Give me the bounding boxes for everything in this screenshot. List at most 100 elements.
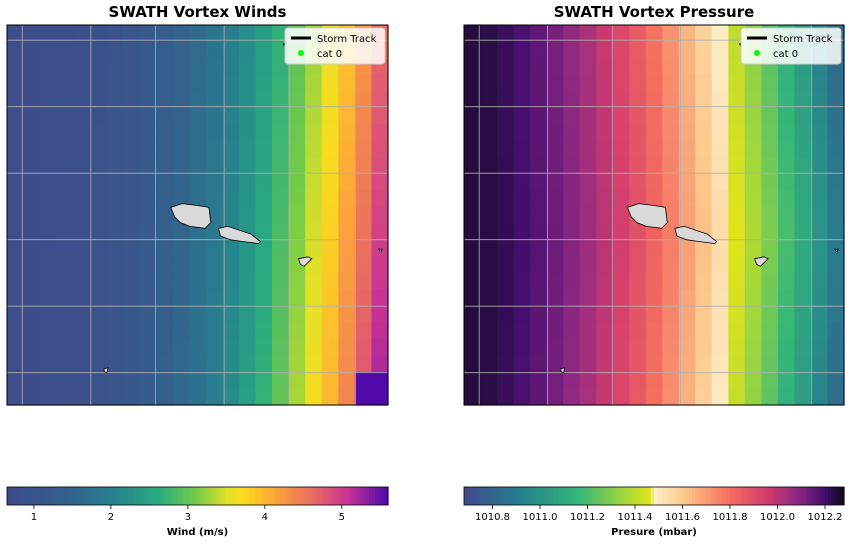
colorbar-segment <box>587 487 592 505</box>
heatmap-cell <box>205 355 223 373</box>
heatmap-cell <box>321 190 339 208</box>
heatmap-cell <box>827 355 845 373</box>
heatmap-cell <box>596 289 614 307</box>
heatmap-cell <box>321 355 339 373</box>
heatmap-cell <box>222 74 240 92</box>
heatmap-cell <box>338 173 356 191</box>
heatmap-cell <box>106 289 124 307</box>
heatmap-cell <box>827 289 845 307</box>
heatmap-cell <box>354 124 373 142</box>
heatmap-cell <box>205 371 223 390</box>
heatmap-cell <box>645 124 663 142</box>
colorbar-segment <box>473 487 478 505</box>
heatmap-cell <box>23 239 41 257</box>
heatmap-cell <box>546 107 564 125</box>
heatmap-cell <box>89 91 107 109</box>
colorbar-segment <box>200 487 205 505</box>
colorbar-segment <box>118 487 122 505</box>
heatmap-cell <box>678 388 696 406</box>
heatmap-cell <box>354 173 373 191</box>
heatmap-cell <box>579 322 597 340</box>
colorbar-segment <box>546 487 551 505</box>
heatmap-cell <box>222 289 240 307</box>
colorbar-segment <box>777 487 782 505</box>
heatmap-cell <box>255 140 273 158</box>
heatmap-cell <box>7 371 25 390</box>
heatmap-cell <box>238 338 257 357</box>
heatmap-cell <box>645 173 663 191</box>
colorbar-segment <box>669 487 674 505</box>
heatmap-cell <box>272 124 290 142</box>
heatmap-cell <box>222 190 240 208</box>
colorbar-segment <box>51 487 56 505</box>
heatmap-cell <box>222 173 240 191</box>
heatmap-cell <box>139 124 157 142</box>
colorbar-segment <box>498 487 503 505</box>
heatmap-cell <box>612 289 630 307</box>
heatmap-cell <box>513 355 531 373</box>
heatmap-cell <box>371 272 389 290</box>
heatmap-cell <box>139 355 157 373</box>
heatmap-cell <box>89 25 107 43</box>
heatmap-cell <box>56 41 74 59</box>
heatmap-cell <box>172 25 190 43</box>
heatmap-cell <box>612 157 630 175</box>
heatmap-cell <box>371 206 389 224</box>
colorbar-segment <box>723 487 728 505</box>
heatmap-cell <box>321 239 339 257</box>
heatmap-cell <box>338 322 356 340</box>
heatmap-cell <box>89 107 107 125</box>
grid-lines <box>464 25 844 405</box>
colorbar-segment <box>502 487 506 505</box>
colorbar-segment <box>251 487 256 505</box>
heatmap-cell <box>464 25 482 43</box>
heatmap-cell <box>288 239 306 257</box>
heatmap-cell <box>189 74 207 92</box>
heatmap-cell <box>238 140 257 158</box>
heatmap-cell <box>579 355 597 373</box>
colorbar-segment <box>483 487 487 505</box>
heatmap-cell <box>189 190 207 208</box>
heatmap-cell <box>678 289 696 307</box>
heatmap-cell <box>464 305 482 323</box>
heatmap-cell <box>371 355 389 373</box>
legend-cat0-swatch <box>298 50 304 56</box>
heatmap-cell <box>189 239 207 257</box>
heatmap-cell <box>156 74 174 92</box>
heatmap-cell <box>189 58 207 76</box>
heatmap-cell <box>56 272 74 290</box>
heatmap-cell <box>122 289 141 307</box>
heatmap-cell <box>23 322 41 340</box>
heatmap-cell <box>695 190 713 208</box>
heatmap-cell <box>371 371 389 390</box>
heatmap-cell <box>321 289 339 307</box>
heatmap-cell <box>122 223 141 241</box>
heatmap-cell <box>156 289 174 307</box>
heatmap-cell <box>272 305 290 323</box>
heatmap-cell <box>371 140 389 158</box>
heatmap-cell <box>761 239 779 257</box>
heatmap-cell <box>629 256 647 274</box>
heatmap-cell <box>205 58 223 76</box>
colorbar-segment <box>13 487 18 505</box>
heatmap-cell <box>629 190 647 208</box>
colorbar-segment <box>549 487 554 505</box>
heatmap-cell <box>321 256 339 274</box>
colorbar-segment <box>517 487 522 505</box>
heatmap-cell <box>678 239 696 257</box>
heatmap-cell <box>546 388 564 406</box>
colorbar-segment <box>508 487 513 505</box>
heatmap-cell <box>371 322 389 340</box>
heatmap-cell <box>563 289 581 307</box>
colorbar-segment <box>476 487 481 505</box>
heatmap-cell <box>238 388 257 406</box>
heatmap-cell <box>89 157 107 175</box>
heatmap-cell <box>810 74 829 92</box>
heatmap-cell <box>695 107 713 125</box>
heatmap-cell <box>305 338 323 357</box>
heatmap-cell <box>40 58 58 76</box>
colorbar-segment <box>533 487 538 505</box>
heatmap-cell <box>497 338 515 357</box>
heatmap-cell <box>645 371 663 390</box>
heatmap-cell <box>172 107 190 125</box>
